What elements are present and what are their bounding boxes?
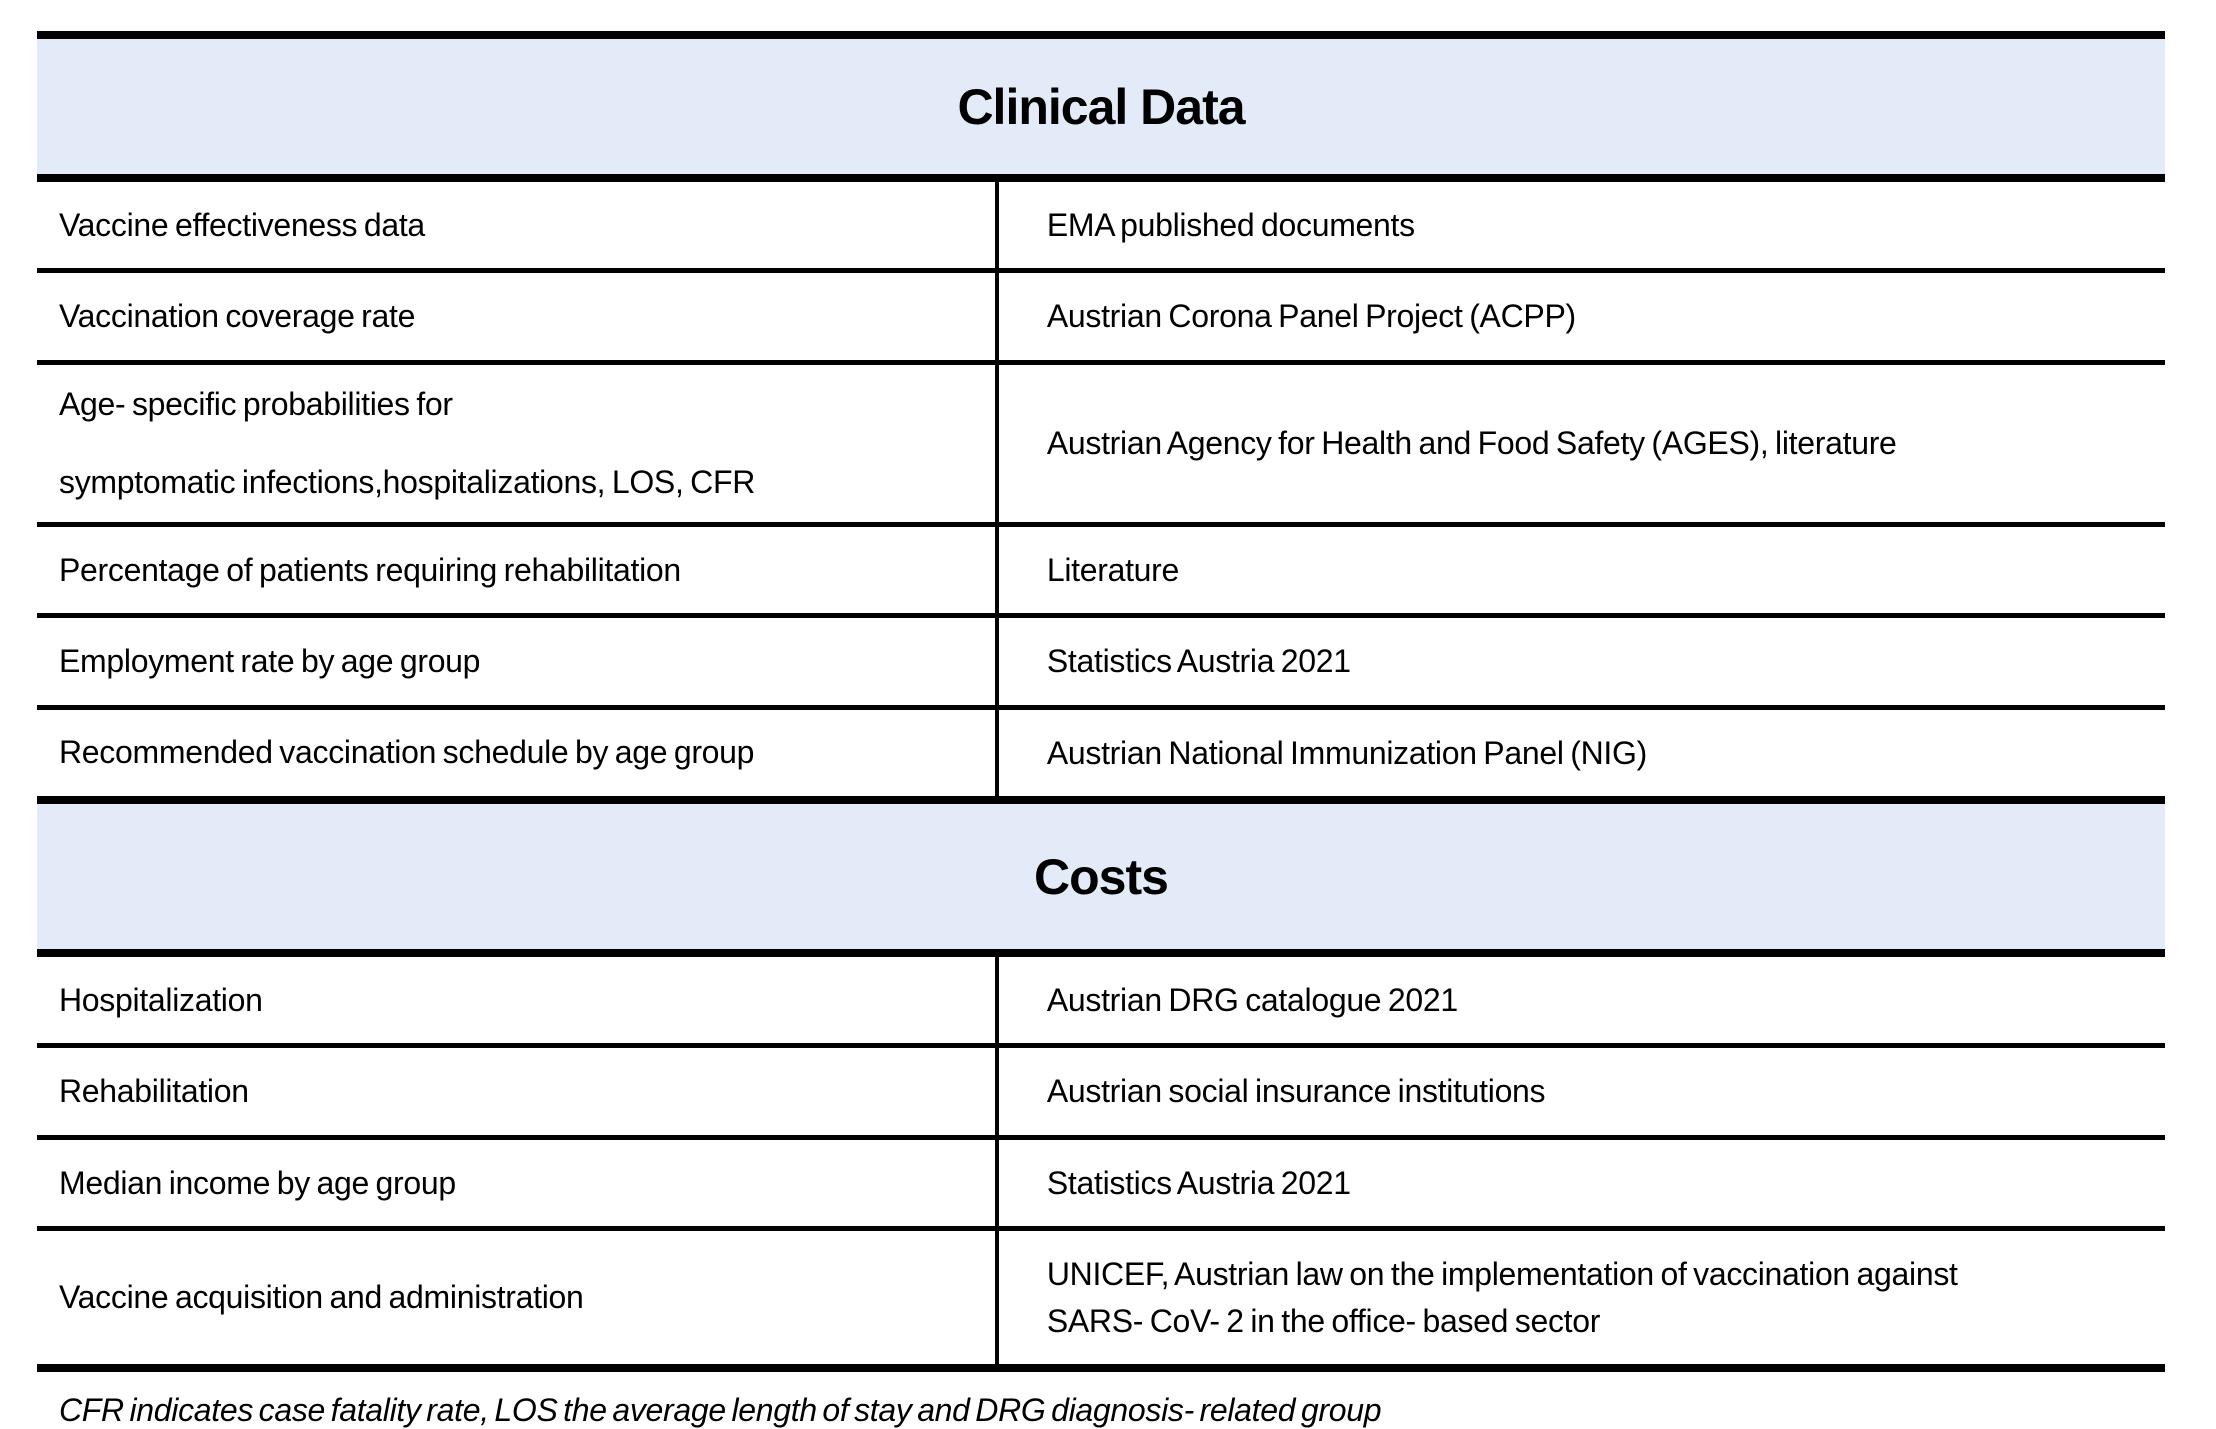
table-row: Employment rate by age group Statistics … [37,618,2165,710]
source-cell: Austrian social insurance institutions [999,1048,2165,1134]
section-title: Costs [1034,848,1169,905]
source-cell: EMA published documents [999,182,2165,268]
source-cell: Austrian Agency for Health and Food Safe… [999,365,2165,522]
section-title: Clinical Data [957,78,1245,135]
param-cell: Age- specific probabilities for symptoma… [37,364,999,522]
source-text: Austrian Corona Panel Project (ACPP) [1046,298,1576,335]
param-cell: Hospitalization [37,957,999,1044]
table-footnote: CFR indicates case fatality rate, LOS th… [59,1392,1382,1428]
param-cell: Vaccine effectiveness data [37,182,999,269]
param-text: Median income by age group [59,1164,456,1201]
param-cell: Recommended vaccination schedule by age … [37,709,999,797]
source-cell: UNICEF, Austrian law on the implementati… [999,1231,2165,1364]
source-cell: Statistics Austria 2021 [999,1140,2165,1226]
source-text: Austrian DRG catalogue 2021 [1046,982,1458,1019]
param-cell: Rehabilitation [37,1048,999,1135]
table-row: Vaccine effectiveness data EMA published… [37,182,2165,274]
source-text: EMA published documents [1046,207,1415,243]
param-text: Vaccine acquisition and administration [59,1279,584,1316]
source-text: UNICEF, Austrian law on the implementati… [1046,1256,1958,1339]
section-costs: Costs Hospitalization Austrian DRG catal… [37,796,2165,1364]
table-row: Rehabilitation Austrian social insurance… [37,1048,2165,1140]
param-text: Rehabilitation [59,1073,249,1110]
param-cell: Median income by age group [37,1139,999,1227]
param-text: Vaccination coverage rate [59,298,416,335]
param-cell: Employment rate by age group [37,618,999,705]
param-text: Vaccine effectiveness data [59,206,425,243]
table-row: Age- specific probabilities for symptoma… [37,364,2165,527]
param-text: Employment rate by age group [59,642,481,679]
source-text: Literature [1046,551,1180,588]
table-row: Recommended vaccination schedule by age … [37,709,2165,797]
source-cell: Statistics Austria 2021 [999,618,2165,704]
table-row: Hospitalization Austrian DRG catalogue 2… [37,957,2165,1049]
param-cell: Vaccination coverage rate [37,273,999,360]
param-cell: Vaccine acquisition and administration [37,1231,999,1364]
source-cell: Literature [999,527,2165,613]
source-text: Austrian Agency for Health and Food Safe… [1046,425,1897,462]
table-row: Vaccination coverage rate Austrian Coron… [37,273,2165,365]
param-text: Hospitalization [59,981,263,1018]
source-cell: Austrian National Immunization Panel (NI… [999,710,2165,796]
source-text: Austrian social insurance institutions [1046,1073,1546,1110]
param-text: Age- specific probabilities for symptoma… [59,385,756,500]
source-text: Statistics Austria 2021 [1046,643,1351,680]
source-cell: Austrian Corona Panel Project (ACPP) [999,273,2165,359]
param-text: Percentage of patients requiring rehabil… [59,551,681,588]
source-cell: Austrian DRG catalogue 2021 [999,957,2165,1043]
source-text: Austrian National Immunization Panel (NI… [1046,734,1647,771]
data-sources-table: Clinical Data Vaccine effectiveness data… [37,31,2165,1429]
param-cell: Percentage of patients requiring rehabil… [37,526,999,614]
section-header-costs: Costs [37,796,2165,958]
table-bottom-rule [37,1364,2165,1372]
section-header-clinical-data: Clinical Data [37,31,2165,182]
table-row: Percentage of patients requiring rehabil… [37,526,2165,619]
source-text: Statistics Austria 2021 [1046,1164,1351,1201]
table-row: Median income by age group Statistics Au… [37,1139,2165,1232]
table-row: Vaccine acquisition and administration U… [37,1231,2165,1364]
section-clinical-data: Clinical Data Vaccine effectiveness data… [37,31,2165,797]
param-text: Recommended vaccination schedule by age … [59,734,755,771]
